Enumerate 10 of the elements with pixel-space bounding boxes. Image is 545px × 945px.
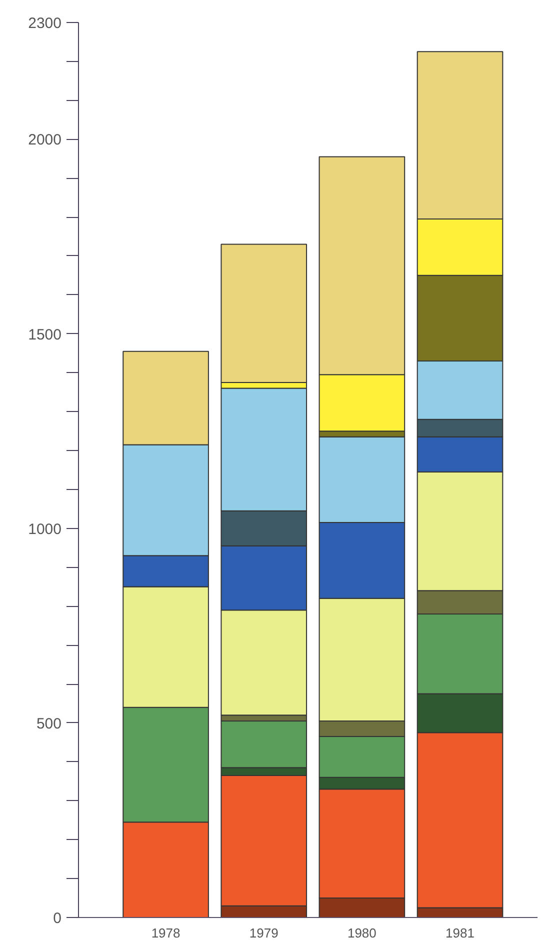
y-tick-label: 500 [36, 715, 62, 732]
x-tick-label: 1981 [446, 926, 474, 940]
y-tick-label: 2300 [28, 15, 62, 32]
y-tick-label: 1500 [28, 326, 62, 344]
x-tick-label: 1978 [151, 926, 180, 940]
y-tick-label: 2000 [28, 132, 62, 149]
y-tick-label: 1000 [28, 520, 62, 538]
y-tick-label: 0 [53, 910, 62, 927]
x-tick-label: 1980 [347, 926, 376, 940]
x-tick-label: 1979 [249, 926, 278, 940]
